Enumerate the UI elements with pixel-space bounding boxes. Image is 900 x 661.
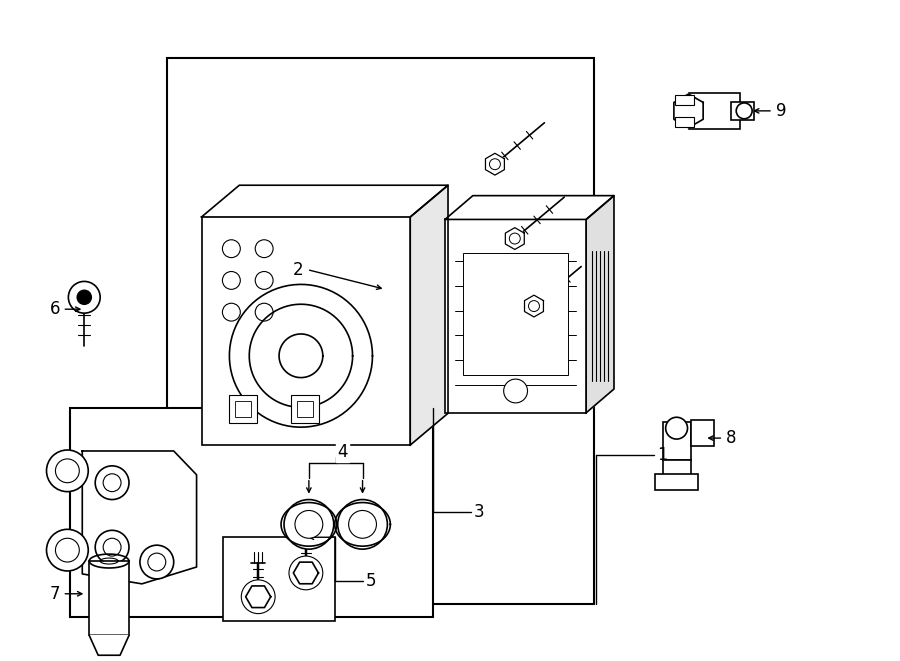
Circle shape	[504, 379, 527, 403]
Polygon shape	[674, 94, 703, 128]
Bar	[230, 395, 257, 423]
Circle shape	[241, 580, 275, 613]
Text: 7: 7	[50, 585, 60, 603]
Bar	[662, 460, 690, 476]
Text: 1: 1	[657, 446, 667, 464]
Bar	[463, 253, 568, 375]
Bar	[654, 474, 698, 490]
Circle shape	[104, 538, 121, 556]
Text: 3: 3	[474, 504, 484, 522]
Circle shape	[140, 545, 174, 579]
Circle shape	[56, 459, 79, 483]
Circle shape	[47, 450, 88, 492]
Text: 4: 4	[338, 443, 348, 461]
Polygon shape	[445, 196, 614, 219]
Polygon shape	[293, 562, 319, 584]
Polygon shape	[202, 185, 448, 217]
Circle shape	[95, 466, 129, 500]
Circle shape	[295, 510, 323, 538]
Bar	[675, 95, 695, 105]
Polygon shape	[246, 586, 271, 607]
Circle shape	[490, 159, 500, 170]
Bar	[688, 93, 740, 129]
Circle shape	[736, 103, 752, 119]
Polygon shape	[505, 227, 525, 249]
Bar	[690, 420, 715, 446]
Bar	[291, 395, 319, 423]
Polygon shape	[586, 196, 614, 413]
Circle shape	[528, 301, 539, 311]
Circle shape	[666, 417, 688, 439]
Circle shape	[77, 290, 91, 304]
Bar	[445, 219, 586, 413]
Polygon shape	[89, 635, 129, 655]
Bar	[297, 401, 313, 417]
Bar	[166, 58, 594, 603]
Text: 4: 4	[338, 443, 348, 461]
Bar	[70, 408, 433, 617]
Bar	[732, 102, 754, 120]
Circle shape	[95, 530, 129, 564]
Circle shape	[289, 556, 323, 590]
Circle shape	[47, 529, 88, 571]
Text: 8: 8	[726, 429, 737, 447]
Text: 2: 2	[292, 260, 303, 278]
Text: 6: 6	[50, 300, 60, 318]
Circle shape	[56, 538, 79, 562]
Circle shape	[338, 500, 387, 549]
Bar	[223, 537, 335, 621]
Polygon shape	[525, 295, 544, 317]
Circle shape	[348, 510, 376, 538]
Polygon shape	[410, 185, 448, 445]
Circle shape	[509, 233, 520, 244]
Text: 9: 9	[776, 102, 787, 120]
Circle shape	[68, 282, 100, 313]
Bar	[662, 422, 690, 460]
Bar	[89, 561, 129, 635]
Bar	[675, 117, 695, 127]
Circle shape	[284, 500, 334, 549]
Bar	[202, 217, 410, 445]
Bar	[235, 401, 251, 417]
Polygon shape	[82, 451, 196, 584]
Polygon shape	[485, 153, 504, 175]
Circle shape	[104, 474, 121, 492]
Text: 5: 5	[365, 572, 376, 590]
Circle shape	[148, 553, 166, 571]
